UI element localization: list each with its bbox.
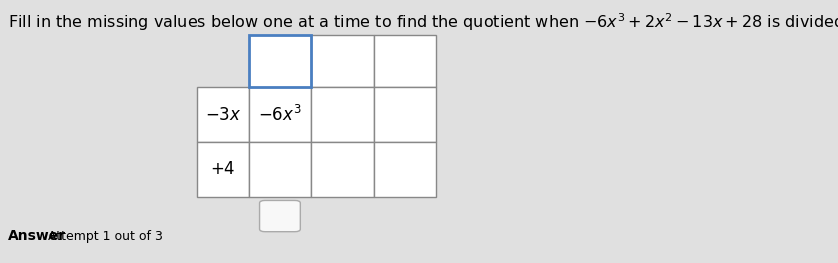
FancyBboxPatch shape [260, 200, 300, 232]
Bar [311, 35, 374, 87]
Bar [374, 87, 437, 142]
Text: Attempt 1 out of 3: Attempt 1 out of 3 [48, 230, 163, 243]
Bar [311, 142, 374, 196]
Bar [249, 35, 311, 87]
Bar [249, 87, 311, 142]
Bar [249, 142, 311, 196]
Bar [197, 142, 249, 196]
Bar [197, 87, 249, 142]
Text: $-6x^3$: $-6x^3$ [258, 104, 302, 125]
Text: Answer: Answer [8, 229, 66, 243]
Text: $+4$: $+4$ [210, 160, 235, 178]
Text: $-3x$: $-3x$ [204, 105, 241, 124]
Bar [311, 87, 374, 142]
Text: try: try [272, 210, 288, 222]
Bar [374, 35, 437, 87]
Bar [374, 142, 437, 196]
Text: Fill in the missing values below one at a time to find the quotient when $-6x^3 : Fill in the missing values below one at … [8, 12, 838, 33]
